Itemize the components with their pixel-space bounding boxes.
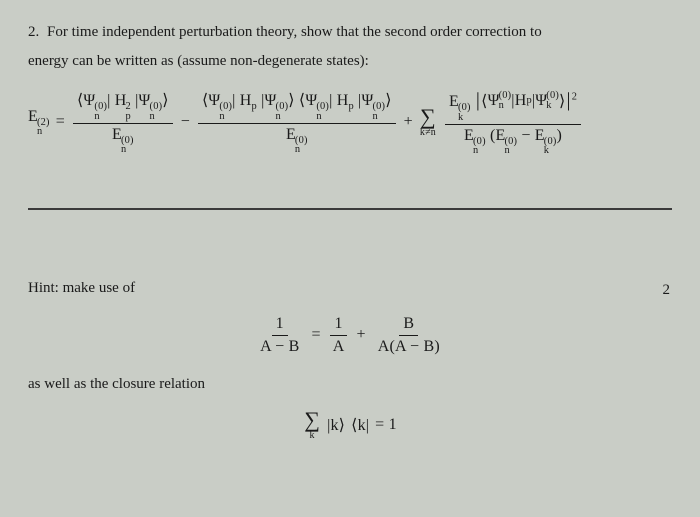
hint-identity-equation: 1 A − B = 1 A + B A(A − B)	[28, 315, 672, 356]
sub: n	[372, 112, 385, 121]
main-equation: E(2)n = ⟨Ψ(0)n| H2p |Ψ(0)n⟩ E(0)n − ⟨Ψ(0…	[28, 89, 672, 156]
sub: n	[121, 145, 134, 154]
sum-index: k≠n	[420, 128, 436, 138]
equation-row: E(2)n = ⟨Ψ(0)n| H2p |Ψ(0)n⟩ E(0)n − ⟨Ψ(0…	[28, 89, 672, 156]
problem-number: 2.	[28, 24, 39, 40]
sub: n	[295, 145, 308, 154]
sum-operator: ∑ k≠n	[420, 106, 436, 138]
identity-r1: 1 A	[329, 315, 349, 356]
abs-squared: ⟨Ψ(0)n| Hp |Ψ(0)k⟩	[475, 89, 572, 112]
term-2-numerator: ⟨Ψ(0)n| Hp |Ψ(0)n⟩ ⟨Ψ(0)n| Hp |Ψ(0)n⟩	[198, 90, 396, 124]
term-1-fraction: ⟨Ψ(0)n| H2p |Ψ(0)n⟩ E(0)n	[73, 90, 173, 155]
op-H: H	[515, 92, 527, 110]
term-2-fraction: ⟨Ψ(0)n| Hp |Ψ(0)n⟩ ⟨Ψ(0)n| Hp |Ψ(0)n⟩ E(…	[198, 90, 396, 155]
equals-sign: =	[56, 113, 65, 131]
section-divider	[28, 208, 672, 210]
sub: n	[94, 112, 107, 121]
lhs-E: E(2)n	[28, 108, 50, 137]
identity-lhs: 1 A − B	[256, 315, 303, 356]
sub: k	[458, 113, 471, 122]
term-3-numerator: E(0)k ⟨Ψ(0)n| Hp |Ψ(0)k⟩ 2	[445, 89, 581, 125]
op-H: H	[337, 92, 349, 109]
minus-sign: −	[181, 113, 190, 131]
sub: n	[37, 127, 50, 136]
closure-text: as well as the closure relation	[28, 376, 672, 393]
sub: n	[276, 112, 289, 121]
sub: p	[126, 112, 131, 121]
term-2-denominator: E(0)n	[282, 124, 312, 155]
sup-2: 2	[572, 92, 577, 103]
sub: n	[473, 146, 486, 155]
problem-line-2: energy can be written as (assume non-deg…	[28, 53, 369, 69]
sub: p	[252, 101, 257, 112]
sub: k	[544, 146, 557, 155]
closure-bra: ⟨k|	[351, 415, 369, 435]
closure-equals: = 1	[375, 416, 397, 434]
page-container: 2. For time independent perturbation the…	[0, 0, 700, 451]
num: 1	[330, 315, 346, 336]
sub: n	[150, 112, 163, 121]
closure-equation: ∑ k |k⟩ ⟨k| = 1	[28, 409, 672, 441]
sum-index: k	[310, 431, 315, 441]
sigma-icon: ∑	[304, 409, 320, 431]
term-1-numerator: ⟨Ψ(0)n| H2p |Ψ(0)n⟩	[73, 90, 173, 124]
num: 1	[272, 315, 288, 336]
sub: k	[546, 101, 559, 110]
minus: −	[517, 127, 535, 144]
den: A − B	[256, 336, 303, 356]
rparen: )	[557, 127, 563, 144]
plus-sign: +	[404, 113, 413, 131]
den: A(A − B)	[374, 336, 444, 356]
term-3-denominator: E(0)n (E(0)n − E(0)k)	[460, 125, 566, 156]
op-H: H	[240, 92, 252, 109]
sub: p	[526, 95, 531, 106]
closure-sum-operator: ∑ k	[304, 409, 320, 441]
problem-line-1: For time independent perturbation theory…	[47, 24, 542, 40]
plus-sign: +	[356, 326, 365, 344]
equals-sign: =	[311, 326, 320, 344]
term-3-fraction: E(0)k ⟨Ψ(0)n| Hp |Ψ(0)k⟩ 2 E(0)n (E(0)n …	[445, 89, 581, 156]
closure-ket: |k⟩	[327, 415, 345, 435]
page-number: 2	[663, 282, 671, 299]
hint-label: Hint: make use of	[28, 280, 672, 297]
sigma-icon: ∑	[420, 106, 436, 128]
num: B	[399, 315, 418, 336]
den: A	[329, 336, 349, 356]
sub: p	[348, 101, 353, 112]
sub: n	[219, 112, 232, 121]
sub: n	[316, 112, 329, 121]
hint-section: Hint: make use of 1 A − B = 1 A + B A(A …	[28, 280, 672, 441]
sub: n	[504, 146, 517, 155]
term-1-denominator: E(0)n	[108, 124, 138, 155]
problem-statement: 2. For time independent perturbation the…	[28, 18, 672, 75]
identity-r2: B A(A − B)	[374, 315, 444, 356]
sub: n	[499, 101, 512, 110]
